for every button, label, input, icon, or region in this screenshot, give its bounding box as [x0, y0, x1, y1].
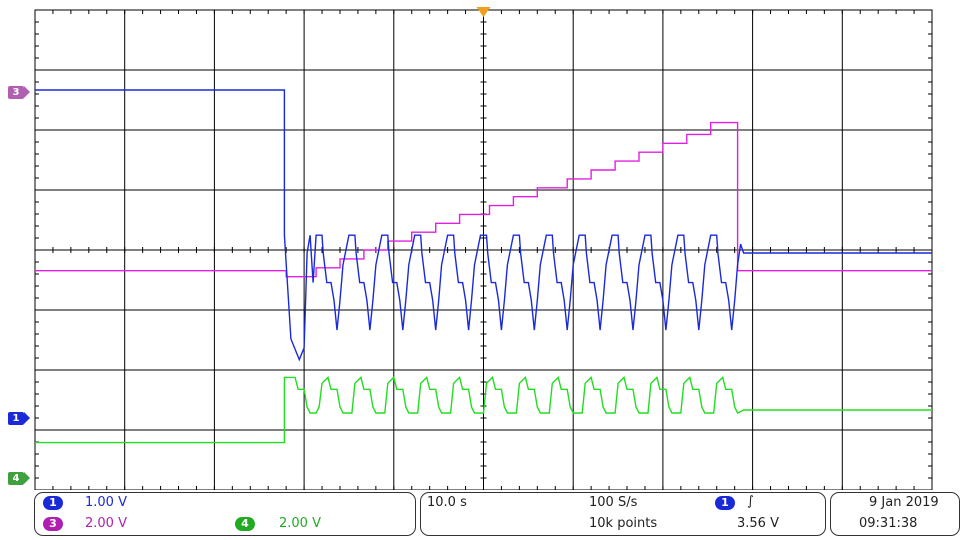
- trace-ch1: [35, 89, 932, 362]
- acquisition-panel[interactable]: 10.0 s 100 S/s 10k points 1 ∫ 3.56 V: [420, 492, 826, 536]
- channel-1-marker[interactable]: 1: [8, 412, 30, 426]
- channel-settings-panel[interactable]: 1 1.00 V 3 2.00 V 4 2.00 V: [34, 492, 416, 536]
- channel-4-marker[interactable]: 4: [8, 471, 30, 485]
- ch1-badge: 1: [43, 496, 63, 510]
- ch3-scale: 2.00 V: [85, 516, 127, 531]
- sample-rate: 100 S/s: [589, 495, 638, 510]
- time: 09:31:38: [859, 516, 918, 531]
- timebase: 10.0 s: [427, 495, 467, 510]
- date: 9 Jan 2019: [869, 495, 939, 510]
- ch1-scale: 1.00 V: [85, 495, 127, 510]
- trace-ch3: [35, 121, 932, 278]
- ch4-scale: 2.00 V: [279, 516, 321, 531]
- trace-ch4: [35, 376, 932, 444]
- trigger-source-badge: 1: [715, 496, 735, 510]
- trigger-level: 3.56 V: [737, 516, 779, 531]
- scope-display: 3 1 4: [8, 7, 933, 491]
- trigger-position-marker: [476, 7, 491, 17]
- record-length: 10k points: [589, 516, 658, 531]
- graticule-ticks: [35, 10, 932, 490]
- waveform-plot: [34, 7, 933, 491]
- channel-3-marker[interactable]: 3: [8, 86, 30, 100]
- datetime-panel: 9 Jan 2019 09:31:38: [830, 492, 960, 536]
- ch4-badge: 4: [235, 517, 255, 531]
- status-bar: 1 1.00 V 3 2.00 V 4 2.00 V 10.0 s 100 S/…: [0, 490, 962, 540]
- trigger-slope-icon: ∫: [747, 494, 754, 509]
- ch3-badge: 3: [43, 517, 63, 531]
